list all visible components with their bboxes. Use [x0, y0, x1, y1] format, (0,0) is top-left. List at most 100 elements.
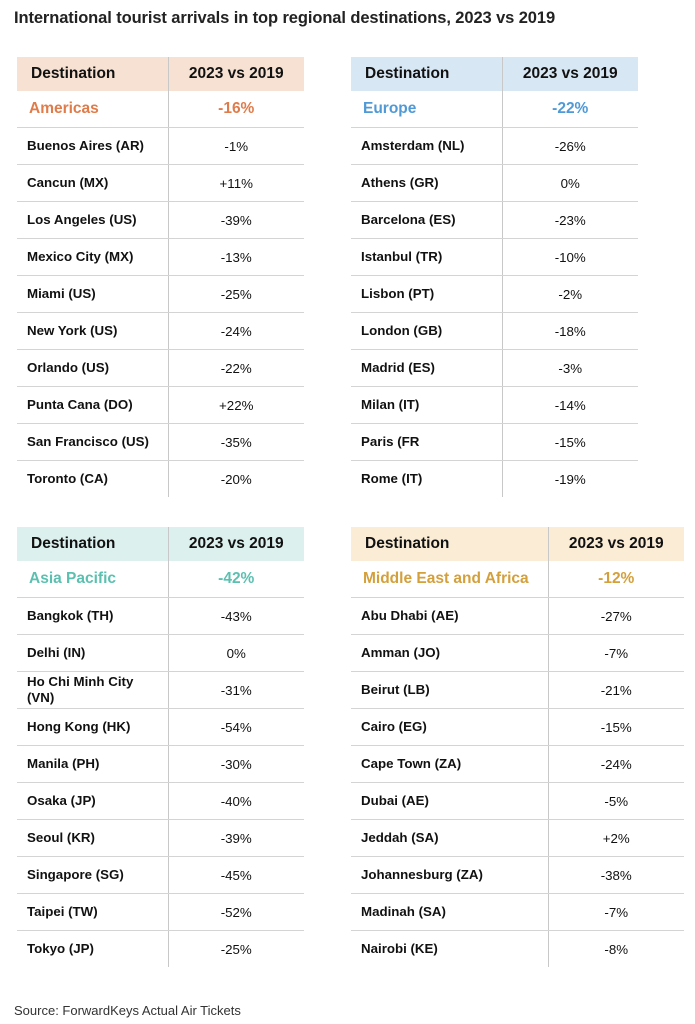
destination-name: Cape Town (ZA) — [351, 745, 548, 783]
change-value: -26% — [501, 127, 638, 165]
table-row: Beirut (LB) -21% — [351, 671, 684, 709]
table-americas: Destination 2023 vs 2019 Americas -16% Bueno… — [17, 57, 304, 497]
change-value: -31% — [167, 671, 304, 709]
destination-name: Johannesburg (ZA) — [351, 856, 548, 894]
change-value: +22% — [167, 386, 304, 424]
table-row: Singapore (SG) -45% — [17, 856, 304, 894]
change-value: -22% — [167, 349, 304, 387]
region-total-change: -22% — [501, 91, 638, 128]
table-row: Orlando (US) -22% — [17, 349, 304, 387]
column-header-change: 2023 vs 2019 — [547, 527, 684, 561]
table-row: Tokyo (JP) -25% — [17, 930, 304, 967]
destination-name: Miami (US) — [17, 275, 168, 313]
source-note: Source: ForwardKeys Actual Air Tickets — [14, 1003, 241, 1018]
destination-name: Los Angeles (US) — [17, 201, 168, 239]
table-europe: Destination 2023 vs 2019 Europe -22% Amsterd… — [351, 57, 638, 497]
table-row: Nairobi (KE) -8% — [351, 930, 684, 967]
destination-name: Cairo (EG) — [351, 708, 548, 746]
destination-name: Osaka (JP) — [17, 782, 168, 820]
table-row: Toronto (CA) -20% — [17, 460, 304, 497]
destination-name: Rome (IT) — [361, 471, 423, 486]
destination-name: Taipei (TW) — [17, 893, 168, 931]
change-value: -3% — [501, 349, 638, 387]
table-row: Athens (GR) 0% — [351, 164, 638, 202]
table-row: San Francisco (US) -35% — [17, 423, 304, 461]
table-row: Barcelona (ES) -23% — [351, 201, 638, 239]
change-value: -15% — [501, 423, 638, 461]
region-total-change: -16% — [167, 91, 304, 128]
change-value: -8% — [547, 930, 684, 967]
table-row: Taipei (TW) -52% — [17, 893, 304, 931]
region-name: Middle East and Africa — [351, 561, 548, 598]
table-row: Punta Cana (DO) +22% — [17, 386, 304, 424]
destination-name: Beirut (LB) — [351, 671, 548, 709]
change-value: +11% — [167, 164, 304, 202]
table-row: Cancun (MX) +11% — [17, 164, 304, 202]
change-value: -19% — [501, 460, 638, 497]
change-value: -25% — [167, 275, 304, 313]
destination-name: Bangkok (TH) — [17, 597, 168, 635]
destination-name: Mexico City (MX) — [17, 238, 168, 276]
destination-name: San Francisco (US) — [17, 423, 168, 461]
destination-name: Milan (IT) — [351, 386, 502, 424]
column-header-destination: Destination — [365, 535, 450, 552]
destination-name: Amman (JO) — [351, 634, 548, 672]
table-row: Los Angeles (US) -39% — [17, 201, 304, 239]
table-row: Madrid (ES) -3% — [351, 349, 638, 387]
table-row: Amsterdam (NL) -26% — [351, 127, 638, 165]
change-value: -35% — [167, 423, 304, 461]
table-row: Lisbon (PT) -2% — [351, 275, 638, 313]
change-value: -21% — [547, 671, 684, 709]
change-value: -54% — [167, 708, 304, 746]
table-header-row: Destination 2023 vs 2019 — [351, 57, 638, 91]
destination-name: Seoul (KR) — [17, 819, 168, 857]
change-value: -10% — [501, 238, 638, 276]
destination-name: Manila (PH) — [17, 745, 168, 783]
table-middle-east-africa: Destination 2023 vs 2019 Middle East and A… — [351, 527, 684, 967]
change-value: -2% — [501, 275, 638, 313]
destination-name: Ho Chi Minh City (VN) — [17, 671, 168, 709]
table-row: Istanbul (TR) -10% — [351, 238, 638, 276]
change-value: -27% — [547, 597, 684, 635]
table-row: Abu Dhabi (AE) -27% — [351, 597, 684, 635]
destination-name: Buenos Aires (AR) — [17, 127, 168, 165]
destination-name: Madinah (SA) — [351, 893, 548, 931]
region-name: Europe — [351, 91, 502, 128]
destination-name: Dubai (AE) — [351, 782, 548, 820]
change-value: 0% — [167, 634, 304, 672]
destination-name: Amsterdam (NL) — [351, 127, 502, 165]
region-total-change: -42% — [167, 561, 304, 598]
table-row: Ho Chi Minh City (VN) -31% — [17, 671, 304, 709]
region-name: Asia Pacific — [17, 561, 168, 598]
table-row: New York (US) -24% — [17, 312, 304, 350]
table-row: Osaka (JP) -40% — [17, 782, 304, 820]
change-value: -39% — [167, 201, 304, 239]
page-title: International tourist arrivals in top re… — [14, 9, 556, 27]
table-row: Cairo (EG) -15% — [351, 708, 684, 746]
region-name: Americas — [17, 91, 168, 128]
destination-name: London (GB) — [351, 312, 502, 350]
column-header-change: 2023 vs 2019 — [167, 527, 304, 561]
destination-name: New York (US) — [17, 312, 168, 350]
change-value: -13% — [167, 238, 304, 276]
region-summary-row: Europe -22% — [351, 91, 638, 128]
table-row: Paris (FR -15% — [351, 423, 638, 461]
destination-name: Delhi (IN) — [17, 634, 168, 672]
table-row: Rome (IT) -19% — [351, 460, 638, 497]
region-summary-row: Americas -16% — [17, 91, 304, 128]
table-header-row: Destination 2023 vs 2019 — [351, 527, 684, 561]
destination-name: Athens (GR) — [351, 164, 502, 202]
column-header-destination: Destination — [365, 65, 450, 82]
change-value: -30% — [167, 745, 304, 783]
change-value: -5% — [547, 782, 684, 820]
change-value: -14% — [501, 386, 638, 424]
destination-name: Toronto (CA) — [27, 471, 108, 486]
table-row: Amman (JO) -7% — [351, 634, 684, 672]
table-row: Manila (PH) -30% — [17, 745, 304, 783]
destination-name: Singapore (SG) — [17, 856, 168, 894]
change-value: -38% — [547, 856, 684, 894]
change-value: -20% — [167, 460, 304, 497]
table-row: Delhi (IN) 0% — [17, 634, 304, 672]
table-header-row: Destination 2023 vs 2019 — [17, 527, 304, 561]
table-row: Milan (IT) -14% — [351, 386, 638, 424]
